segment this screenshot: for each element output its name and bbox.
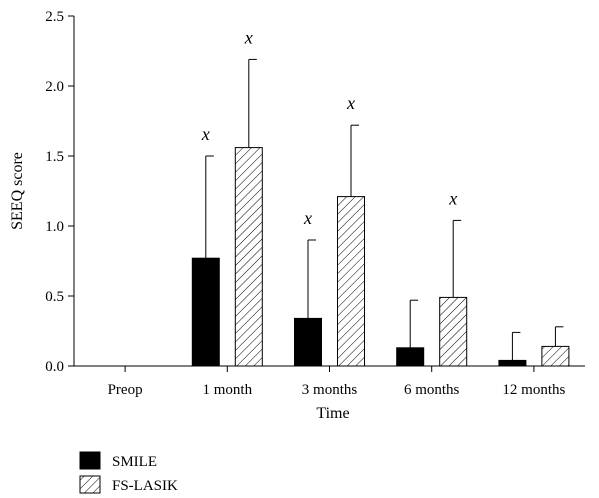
y-tick-label: 0.5 (45, 289, 64, 305)
bar-fs-lasik (541, 345, 570, 367)
bar-smile (498, 359, 527, 367)
y-tick-label: 2.5 (45, 9, 64, 25)
bar-fs-lasik (234, 147, 263, 367)
bars (191, 147, 570, 367)
axes (73, 16, 585, 367)
significance-mark-smile: x (201, 124, 210, 144)
legend-swatch-smile (79, 451, 101, 470)
y-tick-label: 1.5 (45, 149, 64, 165)
significance-marks: x x x x x (201, 27, 457, 228)
y-tick-label: 2.0 (45, 79, 64, 95)
bar-smile (396, 347, 425, 367)
bar-smile (191, 257, 220, 367)
x-axis-title: Time (316, 405, 349, 422)
legend-label-smile: SMILE (112, 454, 157, 470)
significance-mark-fs-lasik: x (448, 188, 457, 208)
bar-fs-lasik (337, 196, 365, 367)
bar-smile (294, 317, 322, 367)
x-ticks: Preop 1 month 3 months 6 months 12 months (108, 366, 566, 398)
y-ticks: 0.0 0.5 1.0 1.5 2.0 2.5 (45, 9, 74, 375)
x-tick-label: 6 months (404, 382, 460, 398)
legend-label-fs-lasik: FS-LASIK (112, 478, 178, 494)
significance-mark-fs-lasik: x (346, 93, 355, 113)
x-tick-label: 3 months (302, 382, 358, 398)
x-tick-label: Preop (108, 382, 143, 398)
error-bars (205, 58, 564, 361)
legend: SMILE FS-LASIK (79, 451, 178, 494)
legend-swatch-fs-lasik (79, 475, 101, 494)
x-tick-label: 12 months (502, 382, 565, 398)
significance-mark-smile: x (303, 208, 312, 228)
bar-fs-lasik (439, 296, 468, 367)
y-axis-title: SEEQ score (9, 152, 26, 230)
x-tick-label: 1 month (203, 382, 253, 398)
significance-mark-fs-lasik: x (244, 27, 253, 47)
y-tick-label: 1.0 (45, 219, 64, 235)
y-tick-label: 0.0 (45, 359, 64, 375)
